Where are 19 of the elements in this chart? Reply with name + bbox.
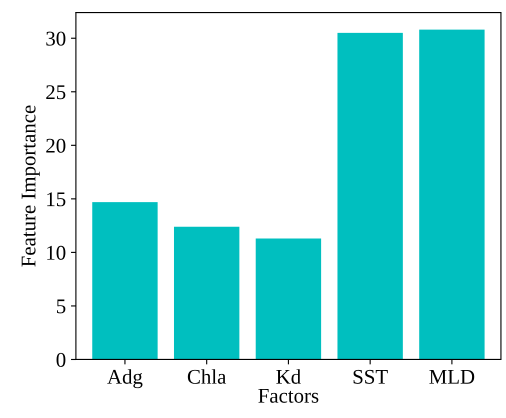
y-tick-label: 20 bbox=[46, 138, 66, 153]
bar bbox=[92, 202, 158, 360]
x-tick-label: SST bbox=[354, 370, 388, 384]
bar bbox=[256, 238, 322, 360]
y-tick-label: 30 bbox=[46, 32, 66, 46]
y-axis-title: Feature Importance bbox=[22, 105, 40, 267]
bar bbox=[419, 30, 485, 360]
bar bbox=[174, 226, 240, 360]
y-tick-label: 5 bbox=[56, 300, 66, 314]
y-tick-label: 10 bbox=[47, 246, 66, 260]
y-tick-label: 0 bbox=[56, 352, 66, 367]
x-tick-label: MLD bbox=[429, 370, 474, 384]
x-tick-label: Adg bbox=[107, 369, 142, 388]
x-tick-label: Kd bbox=[276, 369, 301, 384]
x-tick-label: Chla bbox=[188, 369, 226, 384]
y-tick-label: 25 bbox=[46, 85, 66, 100]
y-tick-label: 15 bbox=[47, 192, 66, 206]
x-axis-title: Factors bbox=[258, 388, 318, 403]
bar bbox=[337, 32, 403, 360]
